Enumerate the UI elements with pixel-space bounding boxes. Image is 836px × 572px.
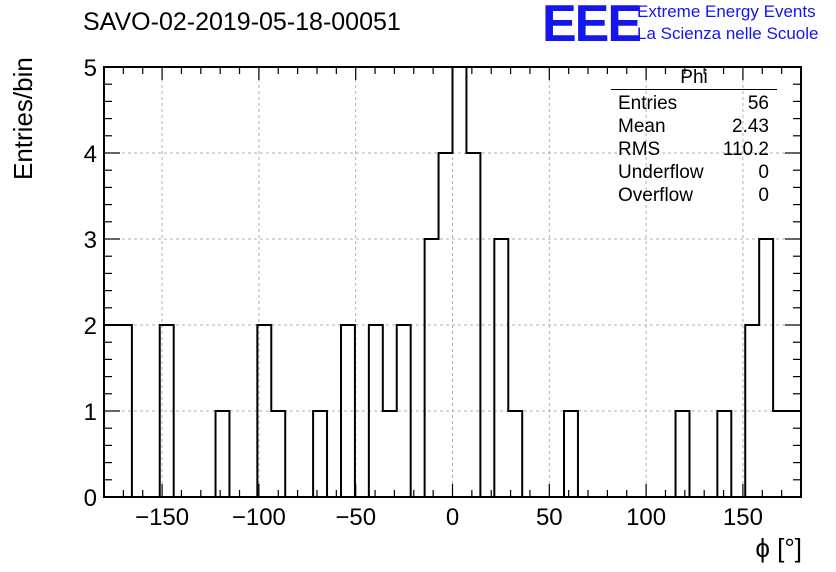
x-tick-label: 100: [626, 504, 666, 531]
chart-title: SAVO-02-2019-05-18-00051: [83, 8, 401, 36]
histogram-bin: [216, 411, 230, 497]
plot-frame: [103, 66, 802, 498]
stats-box: Phi Entries 56 Mean 2.43 RMS 110.2 Under…: [611, 68, 777, 207]
stats-label: Overflow: [618, 185, 693, 206]
histogram-bin: [717, 411, 731, 497]
histogram-bin: [508, 411, 522, 497]
stats-label: Entries: [618, 93, 678, 114]
histogram-bin: [453, 67, 467, 497]
stats-box-title: Phi: [611, 68, 777, 90]
x-tick-label: 150: [723, 504, 763, 531]
stats-row-underflow: Underflow 0: [611, 161, 777, 184]
stats-row-rms: RMS 110.2: [611, 138, 777, 161]
histogram-bin: [759, 239, 773, 497]
x-tick-label: −100: [232, 504, 286, 531]
stats-row-entries: Entries 56: [611, 92, 777, 115]
stats-value: 0: [758, 185, 769, 206]
histogram-bin: [564, 411, 578, 497]
histogram-bin: [425, 239, 439, 497]
stats-label: RMS: [618, 139, 661, 160]
histogram-bin: [787, 411, 801, 497]
stats-label: Underflow: [618, 162, 704, 183]
y-tick-label: 0: [84, 485, 97, 512]
brand-line-2: La Scienza nelle Scuole: [637, 24, 819, 43]
histogram-bin: [257, 325, 271, 497]
stats-value: 110.2: [722, 139, 769, 160]
x-tick-label: 50: [536, 504, 563, 531]
x-tick-label: −150: [135, 504, 189, 531]
histogram-bin: [494, 239, 508, 497]
stats-row-mean: Mean 2.43: [611, 115, 777, 138]
histogram-bin: [676, 411, 690, 497]
histogram-bin: [313, 411, 327, 497]
stats-value: 2.43: [732, 116, 769, 137]
x-tick-label: −50: [335, 504, 376, 531]
y-tick-label: 1: [84, 399, 97, 426]
stats-label: Mean: [618, 116, 666, 137]
y-axis-label: Entries/bin: [8, 57, 38, 180]
histogram-series: [104, 66, 801, 498]
histogram-bin: [383, 411, 397, 497]
stats-row-overflow: Overflow 0: [611, 184, 777, 207]
stats-value: 56: [747, 93, 769, 114]
eee-logo: EEE: [542, 0, 642, 53]
brand-line-1: Extreme Energy Events: [637, 2, 816, 21]
y-tick-label: 2: [84, 313, 97, 340]
y-tick-label: 4: [84, 141, 97, 168]
x-tick-label: 0: [446, 504, 459, 531]
y-tick-label: 5: [84, 55, 97, 82]
x-axis-label: ϕ [°]: [755, 533, 802, 563]
histogram-bin: [271, 411, 285, 497]
y-tick-label: 3: [84, 227, 97, 254]
histogram-bin: [773, 411, 787, 497]
stats-value: 0: [758, 162, 769, 183]
